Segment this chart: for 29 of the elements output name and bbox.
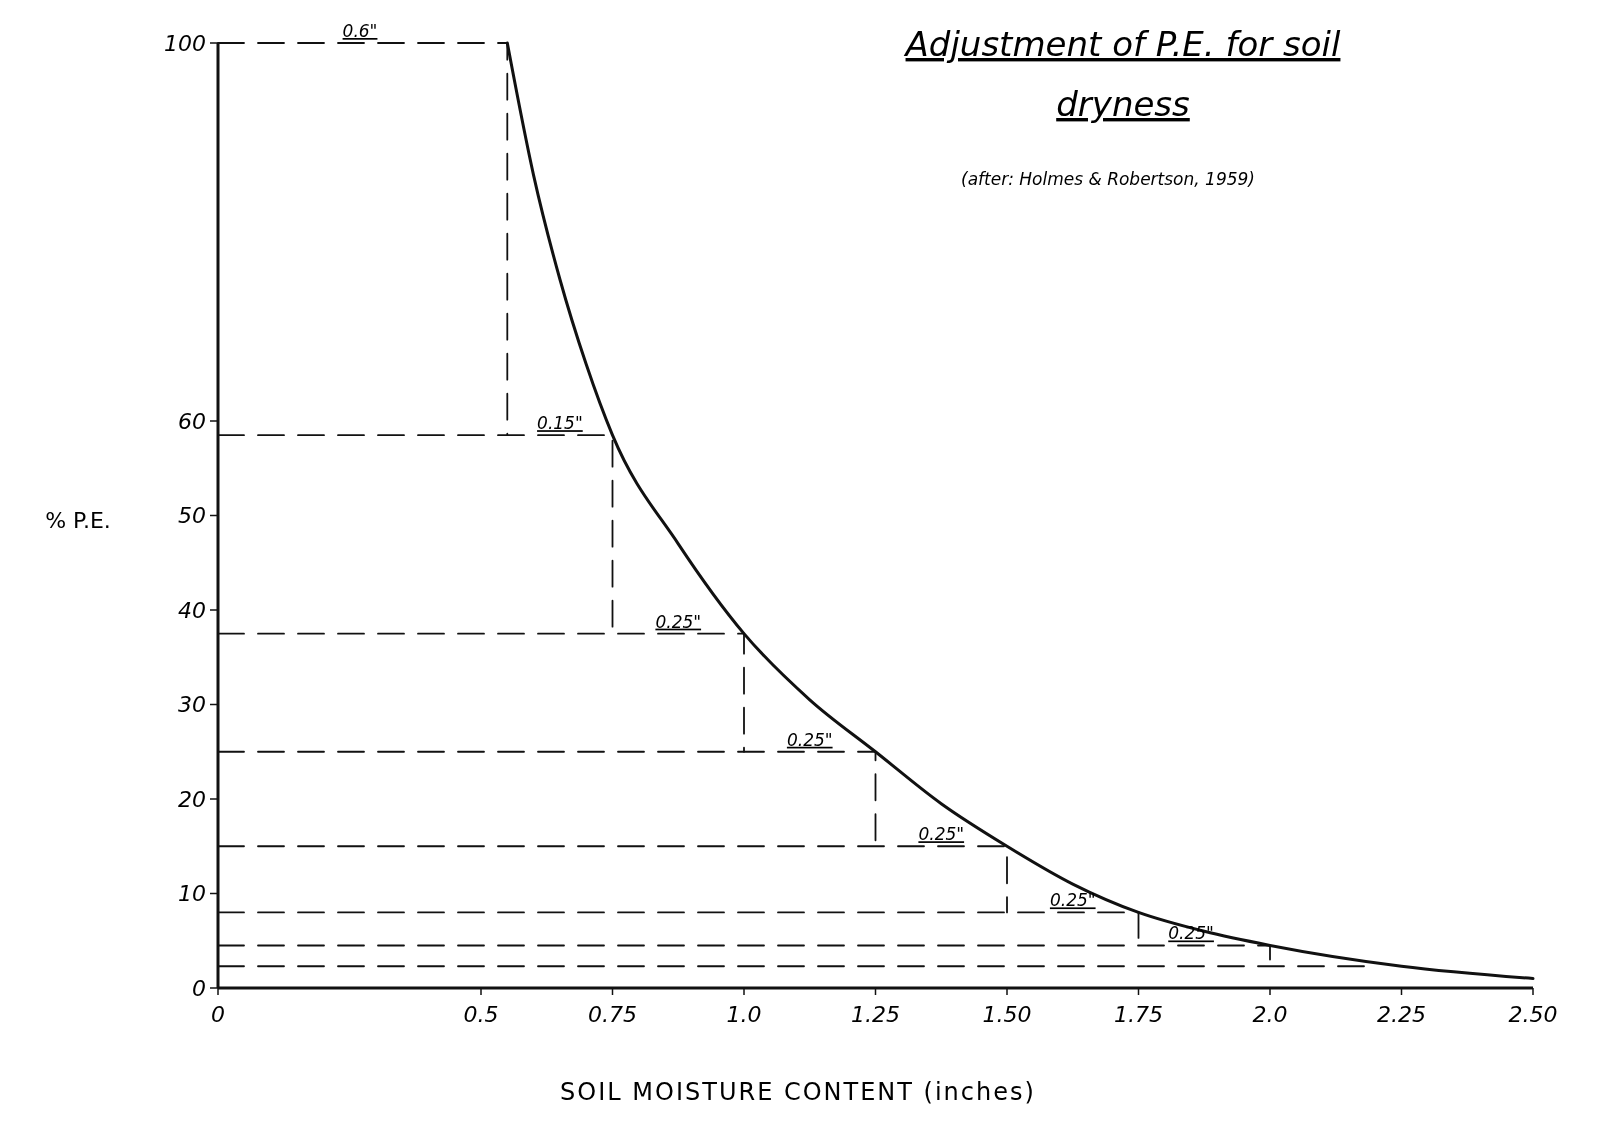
x-tick-label: 1.0 — [726, 1002, 762, 1027]
x-tick-label: 0 — [211, 1002, 225, 1027]
x-tick-label: 2.0 — [1252, 1002, 1288, 1027]
annotation: 0.25" — [786, 729, 833, 750]
x-axis-title: SOIL MOISTURE CONTENT (inches) — [560, 1078, 1036, 1106]
y-tick-label: 0 — [192, 975, 206, 1001]
x-tick-label: 0.75 — [588, 1002, 637, 1027]
y-tick-label: 40 — [178, 597, 206, 623]
annotation: 0.25" — [918, 824, 965, 845]
annotation: 0.15" — [537, 413, 583, 434]
x-tick-label: 1.25 — [851, 1002, 900, 1027]
y-tick-label: 20 — [178, 786, 206, 812]
x-tick-label: 2.25 — [1377, 1002, 1426, 1027]
annotation: 0.6" — [342, 21, 378, 41]
annotation: 0.25" — [655, 611, 702, 632]
y-tick-label: 50 — [178, 503, 206, 529]
chart-title: Adjustment of P.E. for soil dryness — [903, 24, 1341, 124]
y-tick-label: 30 — [178, 692, 206, 718]
annotation: 0.25" — [1049, 890, 1096, 911]
y-axis-title: % P.E. — [45, 508, 111, 533]
x-tick-label: 1.75 — [1114, 1002, 1163, 1027]
y-tick-label: 100 — [164, 30, 206, 56]
x-tick-label: 0.5 — [463, 1002, 499, 1027]
text: (after: Holmes & Robertson, 1959) — [961, 169, 1255, 189]
x-tick-label: 2.50 — [1508, 1002, 1558, 1027]
annotation: 0.25" — [1168, 923, 1214, 944]
y-tick-label: 60 — [178, 408, 206, 434]
x-tick-label: 1.50 — [982, 1002, 1032, 1027]
y-tick-label: 10 — [178, 881, 206, 907]
